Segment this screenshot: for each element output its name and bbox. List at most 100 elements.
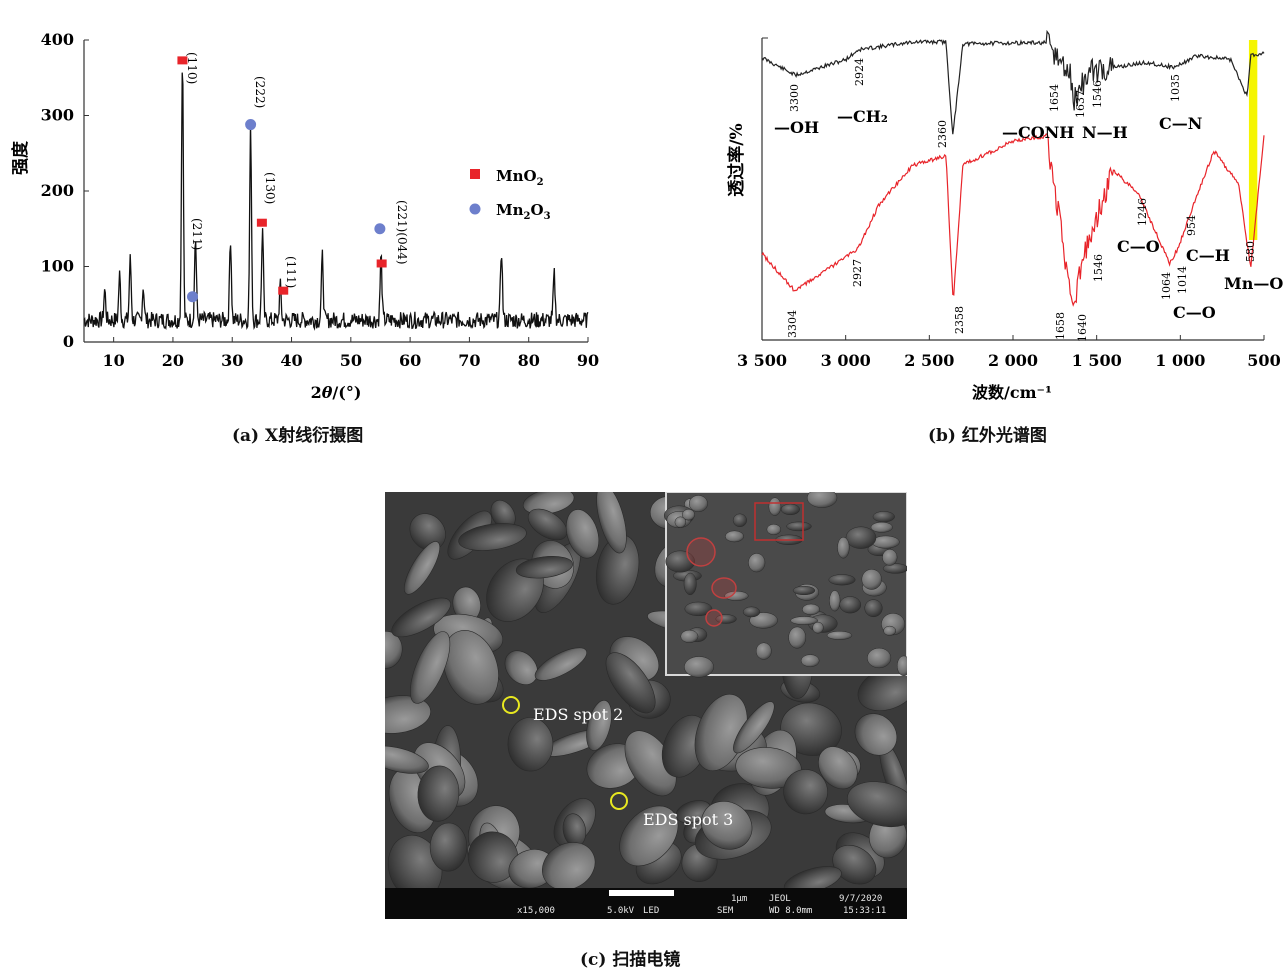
sem-inset-particle [800, 654, 820, 668]
sem-inset-particle [725, 530, 744, 543]
sem-particle [605, 652, 656, 714]
xrd-legend: MnO2 Mn2O3 [469, 167, 551, 222]
ir-group-cn: C—N [1159, 114, 1202, 133]
sem-particle [507, 717, 554, 772]
sem-particle [854, 713, 898, 756]
sem-particle [515, 556, 573, 579]
sem-inset-particle [674, 516, 687, 528]
sem-particle [467, 831, 519, 883]
ir-group-nh: N—H [1082, 123, 1128, 142]
sem-particle [542, 842, 596, 891]
mn2o3-peak-marker [374, 223, 386, 235]
sem-particle [619, 805, 679, 867]
sem-caption: (c) 扫描电镜 [580, 950, 681, 970]
mn2o3-peak-marker [187, 291, 199, 303]
ir-x-tick-label: 2 000 [988, 351, 1038, 370]
ir-top-label-1546: 1546 [1091, 80, 1104, 108]
sem-inset-particle [732, 513, 747, 528]
sem-inset-particle [871, 535, 900, 549]
ir-group-co-1: C—O [1117, 237, 1160, 256]
sem-inset-particle [766, 523, 782, 536]
sem-particle [733, 701, 775, 754]
sem-scale-label: 1μm [731, 894, 747, 904]
sem-particle [409, 513, 446, 551]
xrd-y-tick-label: 0 [63, 332, 74, 351]
ir-group-mno: Mn—O [1224, 274, 1283, 293]
ir-group-ch: C—H [1186, 246, 1230, 265]
sem-particle [417, 765, 460, 822]
ir-x-tick-label: 3 500 [737, 351, 787, 370]
sem-inset-roi-box [754, 502, 804, 541]
sem-inset-particle [786, 521, 812, 532]
sem-inset-particle [682, 508, 695, 521]
ir-top-spectrum-line [761, 29, 1265, 135]
sem-time: 15:33:11 [843, 906, 886, 916]
xrd-peak-label-130: (130) [263, 172, 277, 204]
sem-inset-particle [896, 655, 907, 676]
ir-bot-label-1064: 1064 [1160, 272, 1173, 300]
ir-top-label-2924: 2924 [853, 58, 866, 86]
sem-inset-particle [688, 495, 708, 513]
xrd-peak-label-221-044: (221)(044) [395, 200, 409, 265]
ir-bot-label-954: 954 [1185, 215, 1198, 236]
sem-inset-roi-1 [686, 537, 716, 567]
sem-inset-particle [826, 630, 853, 640]
sem-inset-particle [828, 574, 856, 586]
sem-inset-particle [680, 629, 699, 643]
sem-inset-particles [663, 492, 907, 678]
xrd-x-tick-label: 80 [518, 351, 540, 370]
sem-particle [385, 631, 403, 669]
sem-particle [385, 745, 429, 774]
ir-highlight-band [1248, 40, 1258, 240]
legend-mno2-label: MnO2 [496, 167, 544, 188]
sem-inset-particle [883, 625, 897, 636]
sem-particle [534, 647, 588, 681]
sem-inset-particle [788, 626, 807, 649]
ir-group-conh: —CONH [1002, 123, 1074, 142]
sem-particle [527, 508, 568, 541]
xrd-peak-label-110: (110) [185, 52, 199, 84]
xrd-chart: 0 100 200 300 400 10 20 30 40 50 60 70 80 90 强度 2θ/(°… [10, 30, 600, 402]
sem-particle [701, 801, 753, 850]
ir-top-label-3300: 3300 [788, 84, 801, 112]
ir-top-label-1637: 1637 [1074, 90, 1087, 118]
xrd-x-tick-label: 30 [221, 351, 243, 370]
ir-bot-label-2927: 2927 [851, 259, 864, 287]
sem-info-bar: 1μm JEOL 9/7/2020 x15,000 5.0kV LED SEM … [385, 888, 907, 919]
sem-inset-particle [864, 599, 883, 618]
sem-inset-particle [755, 642, 772, 660]
sem-detector: LED [643, 906, 659, 916]
sem-magnification: x15,000 [517, 906, 555, 916]
legend-mn2o3-marker [469, 203, 481, 215]
xrd-x-tick-label: 40 [280, 351, 302, 370]
mno2-peak-marker [177, 56, 188, 65]
sem-particle [832, 845, 877, 885]
sem-particle [783, 769, 828, 815]
ir-chart: 3 500 3 000 2 500 2 000 1 500 1 000 500 透过率/% … [726, 29, 1283, 402]
eds-spot-3-label: EDS spot 3 [643, 810, 733, 829]
sem-scale-bar [609, 890, 674, 896]
sem-particle [410, 631, 451, 704]
sem-particles [385, 492, 907, 901]
xrd-plot-area: 0 100 200 300 400 10 20 30 40 50 60 70 80 90 [41, 30, 600, 370]
sem-particle [818, 746, 858, 790]
sem-particle [385, 695, 431, 734]
ir-bottom-spectrum-line [761, 133, 1265, 307]
sem-inset-roi-2 [711, 577, 737, 599]
xrd-x-tick-label: 70 [458, 351, 480, 370]
sem-inset-particle [748, 553, 766, 573]
xrd-peak-label-222: (222) [253, 76, 267, 108]
ir-x-tick-label: 1 500 [1072, 351, 1122, 370]
ir-top-label-1654: 1654 [1048, 84, 1061, 112]
ir-bot-label-580: 580 [1244, 241, 1257, 262]
sem-inset-particle [870, 521, 893, 533]
sem-inset-particle [683, 572, 697, 596]
xrd-peak-label-111: (111) [284, 256, 298, 288]
xrd-x-tick-label: 10 [103, 351, 125, 370]
sem-particle [586, 700, 612, 751]
xrd-y-axis-label: 强度 [10, 140, 31, 175]
xrd-pattern-line [83, 72, 589, 331]
xrd-peak-label-211: (211) [190, 218, 204, 250]
xrd-x-tick-label: 90 [577, 351, 599, 370]
sem-image: EDS spot 2 EDS spot 3 1μm JEOL 9/7/2020 … [385, 492, 907, 919]
